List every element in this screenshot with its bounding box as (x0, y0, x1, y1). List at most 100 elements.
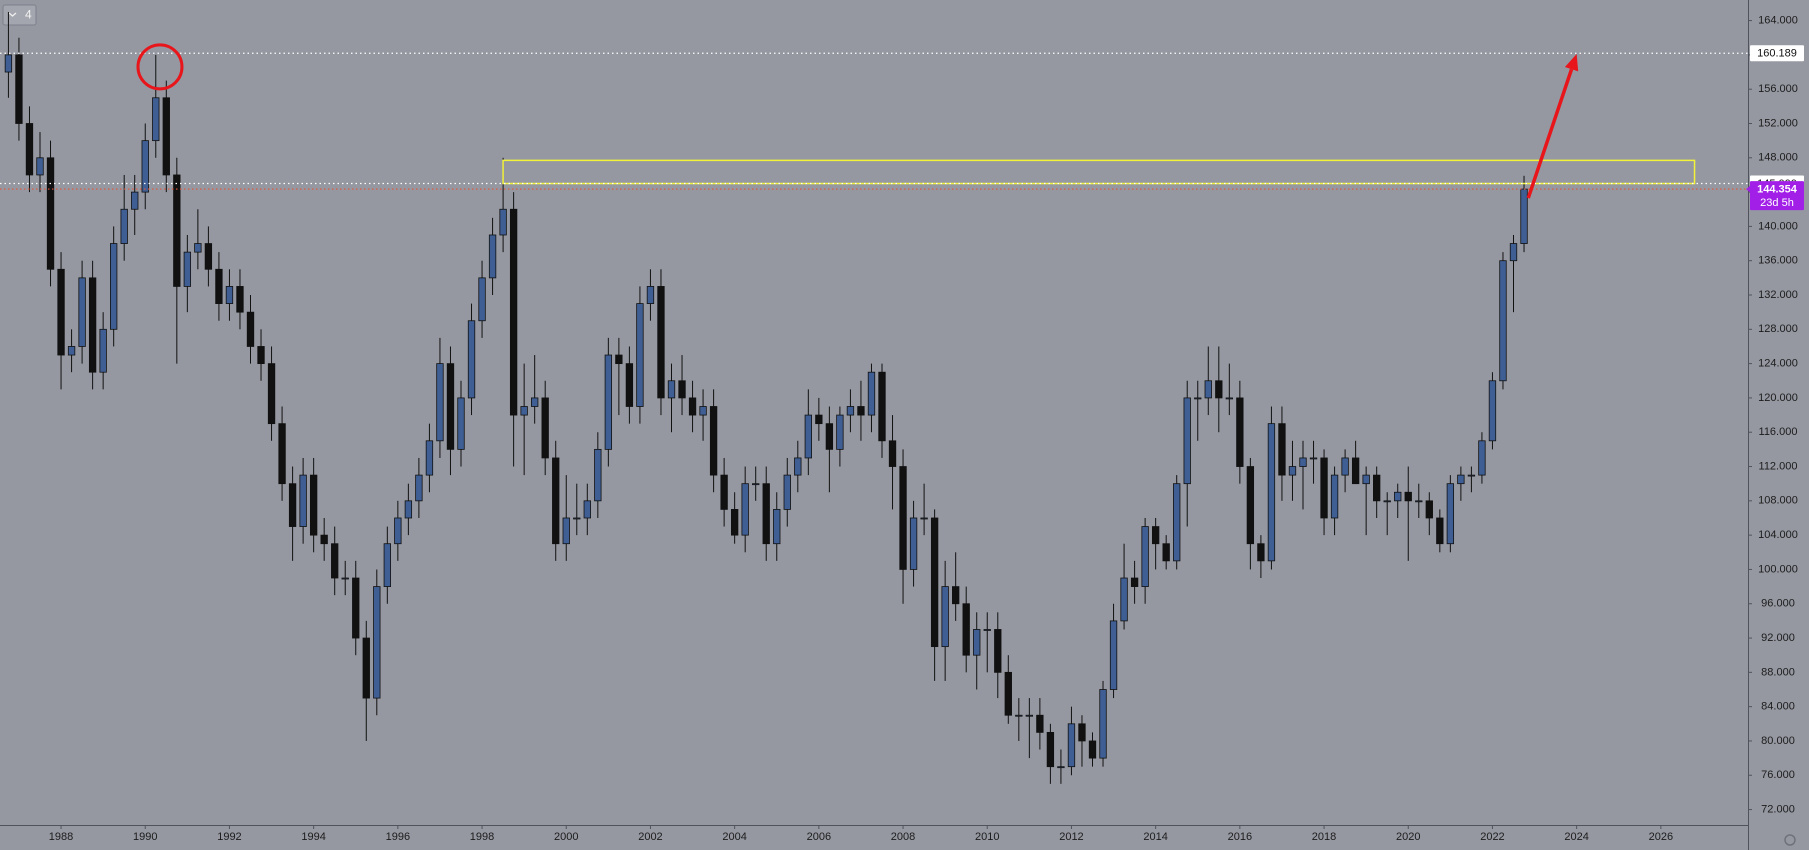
y-tick-label: 84.000 (1761, 701, 1795, 713)
plot-area (4, 12, 1528, 784)
candle-body (678, 380, 686, 399)
candle-body (415, 474, 423, 502)
candle-body (1036, 714, 1044, 733)
y-tick-label: 132.000 (1758, 289, 1798, 301)
candle-body (773, 509, 781, 545)
candle-body (57, 268, 65, 356)
candle-body (1141, 526, 1149, 587)
candle-body (583, 500, 591, 519)
x-tick-label: 2000 (554, 831, 578, 843)
candle-body (478, 277, 486, 322)
candle-body (1278, 423, 1286, 476)
candle-body (257, 346, 265, 365)
candle-body (1267, 423, 1276, 562)
y-tick-label: 140.000 (1758, 220, 1798, 232)
candle-body (225, 286, 234, 304)
candle-body (1025, 714, 1034, 717)
candle-body (4, 54, 13, 73)
candle-body (15, 54, 23, 124)
candle-body (1204, 380, 1212, 399)
candle-body (509, 208, 518, 416)
candle-body (1130, 577, 1139, 587)
y-tick-label: 100.000 (1758, 563, 1798, 575)
x-tick-label: 2020 (1396, 831, 1420, 843)
candle-body (1215, 380, 1223, 399)
candle-body (446, 363, 455, 450)
x-tick-label: 2004 (722, 831, 746, 843)
candle-body (952, 586, 960, 605)
candle-body (1309, 457, 1318, 460)
candle-body (1246, 466, 1255, 545)
candle-body (520, 406, 528, 416)
button-frame (2, 4, 37, 26)
candle-body (1478, 440, 1486, 476)
candle-body (1299, 457, 1307, 467)
candle-body (1015, 714, 1023, 717)
candle-body (1520, 188, 1528, 244)
candle-body (857, 406, 865, 416)
y-tick-label: 164.000 (1758, 14, 1798, 26)
candle-body (267, 363, 276, 425)
candle-body (67, 346, 76, 356)
x-tick-label: 1992 (217, 831, 241, 843)
candle-body (531, 397, 539, 407)
x-tick-label: 2006 (807, 831, 831, 843)
candle-body (1057, 766, 1065, 769)
x-tick-label: 1988 (49, 831, 73, 843)
x-tick-label: 2018 (1312, 831, 1336, 843)
candle-body (1120, 577, 1128, 622)
candle-body (215, 268, 223, 304)
interval-button[interactable]: 4 (2, 4, 37, 26)
candle-body (878, 371, 886, 442)
candle-body (425, 440, 434, 476)
candle-body (962, 603, 970, 656)
candle-body (573, 517, 581, 520)
candle-body (709, 406, 718, 476)
y-tick-label: 104.000 (1758, 529, 1798, 541)
candle-body (383, 543, 391, 587)
candle-body (899, 466, 907, 570)
candle-body (141, 140, 149, 193)
settings-icon[interactable] (1784, 834, 1796, 846)
countdown-label: 23d 5h (1760, 197, 1794, 209)
candle-body (1404, 491, 1412, 502)
candle-body (762, 483, 770, 545)
candle-body (1499, 260, 1507, 382)
arrow-head (1564, 54, 1579, 72)
candle-body (920, 517, 928, 520)
interval-label: 4 (25, 8, 32, 22)
candle-body (467, 320, 476, 399)
candle-body (341, 577, 349, 580)
candle-body (204, 243, 213, 270)
y-tick-label: 156.000 (1758, 83, 1798, 95)
candle-body (930, 517, 939, 648)
candle-body (1436, 517, 1444, 545)
y-tick-label: 108.000 (1758, 495, 1798, 507)
candle-body (352, 577, 360, 639)
chevron-icon (8, 12, 17, 17)
candle-body (162, 97, 170, 176)
last-price-label: 144.354 (1757, 183, 1798, 195)
candle-body (1330, 474, 1339, 519)
candle-body (973, 629, 981, 656)
candle-body (783, 474, 791, 510)
candle-body (804, 414, 812, 459)
candle-body (994, 629, 1002, 673)
gear (1784, 834, 1796, 846)
candle-body (1099, 689, 1107, 759)
candle-body (309, 474, 318, 536)
candle-body (752, 483, 760, 486)
candle-body (457, 397, 465, 450)
candle-body (1225, 397, 1233, 400)
candle-body (1467, 474, 1476, 477)
candle-body (1194, 397, 1202, 400)
candle-body (730, 509, 739, 536)
x-tick-label: 1990 (133, 831, 157, 843)
x-tick-label: 1998 (470, 831, 494, 843)
candle-body (1109, 620, 1118, 690)
candle-body (1162, 543, 1170, 562)
candle-body (983, 629, 991, 631)
candle-body (888, 440, 897, 467)
level-label-box (1750, 45, 1804, 62)
